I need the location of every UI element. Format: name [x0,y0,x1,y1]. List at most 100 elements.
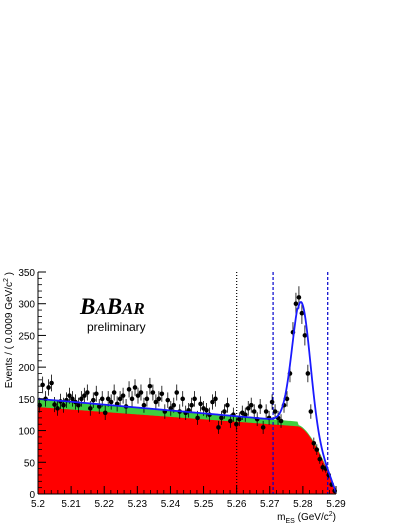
data-point [225,397,230,413]
data-point [305,364,311,383]
x-tick-label: 5.21 [61,499,81,510]
x-tick-label: 5.28 [293,499,313,510]
data-marker [213,396,218,402]
data-point [111,384,117,401]
y-tick-label: 50 [24,458,36,469]
y-tick-label: 200 [18,363,35,374]
data-marker [108,399,114,405]
data-marker [192,396,197,402]
data-point [192,391,197,407]
data-marker [141,402,147,408]
data-marker [70,396,75,402]
data-marker [82,393,87,398]
data-marker [296,295,302,300]
data-point [219,410,224,425]
data-point [129,391,135,407]
data-marker [135,393,141,398]
data-marker [251,409,257,414]
data-marker [61,402,66,408]
y-axis-label: Events / ( 0.0009 GeV/c2 ) [3,272,15,388]
data-point [46,379,51,396]
data-marker [52,402,57,407]
data-point [308,404,314,419]
data-point [248,397,254,413]
data-point [156,391,162,407]
data-marker [76,402,81,408]
data-point [237,412,242,427]
data-marker [105,396,111,402]
data-marker [153,399,159,405]
data-marker [120,393,126,398]
data-marker [171,402,177,408]
y-tick-label: 0 [29,490,35,501]
data-point [70,391,75,407]
x-tick-label: 5.25 [194,499,214,510]
data-point [213,391,218,407]
data-point [299,302,305,324]
data-points [37,286,337,494]
data-point [85,384,90,401]
data-point [55,401,60,416]
data-marker [85,390,90,395]
x-tick-label: 5.29 [326,499,346,510]
data-marker [138,390,144,395]
data-point [153,394,159,410]
x-tick-label: 5.22 [94,499,114,510]
x-tick-label: 5.23 [128,499,148,510]
data-marker [225,402,230,408]
y-tick-label: 300 [18,300,35,311]
data-point [245,401,251,416]
data-point [302,325,308,346]
data-point [257,399,263,414]
babar-logo: BABAR preliminary [79,294,146,334]
y-tick-label: 350 [18,268,35,279]
data-marker [257,404,263,409]
data-marker [278,418,284,424]
data-point [234,417,239,431]
x-tick-label: 5.27 [260,499,280,510]
data-point [126,381,132,398]
data-marker [189,402,194,408]
data-point [135,387,141,404]
data-marker [88,406,93,411]
data-marker [174,390,180,395]
x-tick-label: 5.2 [31,499,45,510]
data-point [272,404,278,419]
data-marker [314,447,320,452]
data-marker [147,383,153,389]
data-marker [284,396,290,402]
data-marker [96,404,102,409]
data-marker [210,399,215,405]
data-point [284,391,290,407]
data-point [165,392,171,408]
data-point [117,391,123,407]
data-point [120,387,126,404]
data-marker [219,415,224,421]
data-marker [242,412,248,418]
data-marker [132,385,138,390]
data-point [189,397,194,413]
data-marker [299,310,305,316]
data-point [260,420,266,434]
data-marker [198,401,203,407]
data-point [216,420,221,434]
data-marker [222,409,227,414]
data-marker [144,396,150,402]
data-marker [263,409,269,414]
data-point [210,394,215,410]
data-marker [260,425,266,430]
data-point [108,394,114,410]
data-marker [293,301,299,307]
data-marker [228,418,233,424]
data-marker [93,391,99,397]
data-marker [269,399,275,405]
data-point [242,407,248,422]
data-point [147,377,153,395]
data-marker [156,396,162,402]
data-point [150,384,156,401]
data-marker [79,396,84,402]
data-point [293,292,299,315]
data-marker [195,415,200,421]
y-tick-label: 250 [18,331,35,342]
